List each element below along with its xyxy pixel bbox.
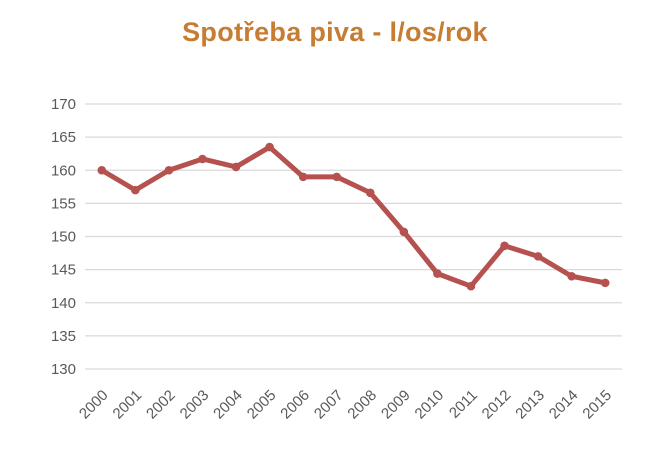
chart-title: Spotřeba piva - l/os/rok: [182, 17, 488, 47]
y-axis-tick-label: 135: [51, 328, 76, 345]
data-point: [433, 269, 442, 278]
data-line: [99, 144, 608, 289]
data-point: [466, 281, 476, 291]
y-axis-tick-label: 140: [51, 295, 76, 312]
data-point: [298, 172, 308, 182]
x-axis-tick-label: 2006: [277, 387, 313, 423]
x-axis-tick-label: 2012: [479, 387, 515, 423]
y-axis-tick-label: 155: [51, 195, 76, 212]
y-axis-tick-label: 130: [51, 361, 76, 378]
data-point: [97, 165, 107, 175]
y-axis-tick-label: 145: [51, 262, 76, 279]
data-point: [399, 227, 409, 237]
x-axis-tick-label: 2014: [546, 387, 582, 423]
data-point: [231, 162, 241, 172]
x-axis-tick-label: 2010: [412, 387, 448, 423]
data-point: [131, 185, 140, 195]
y-axis-tick-label: 150: [51, 229, 76, 246]
data-point: [365, 188, 375, 198]
y-axis-tick-label: 165: [51, 129, 76, 146]
x-axis-tick-label: 2007: [311, 387, 347, 423]
x-axis-tick-label: 2005: [244, 387, 280, 423]
y-axis-tick-label: 170: [51, 96, 76, 113]
data-point: [567, 271, 576, 281]
y-axis-tick-label: 160: [51, 162, 76, 179]
x-axis-tick-label: 2015: [579, 387, 615, 423]
data-point: [198, 154, 207, 164]
x-axis-tick-label: 2008: [344, 387, 380, 423]
data-point: [600, 278, 610, 288]
x-axis-tick-label: 2011: [446, 387, 481, 422]
x-axis-tick-label: 2000: [76, 387, 112, 423]
x-axis-tick-label: 2013: [512, 387, 548, 423]
data-point: [332, 172, 342, 182]
data-point: [164, 165, 174, 175]
data-point: [533, 252, 543, 261]
x-axis-tick-label: 2003: [177, 387, 213, 423]
x-axis-tick-label: 2004: [210, 387, 246, 423]
data-point: [265, 142, 274, 152]
data-point: [500, 241, 509, 251]
x-axis-tick-label: 2002: [143, 387, 179, 423]
x-axis-tick-label: 2009: [378, 387, 414, 423]
x-axis-tick-label: 2001: [110, 387, 146, 423]
